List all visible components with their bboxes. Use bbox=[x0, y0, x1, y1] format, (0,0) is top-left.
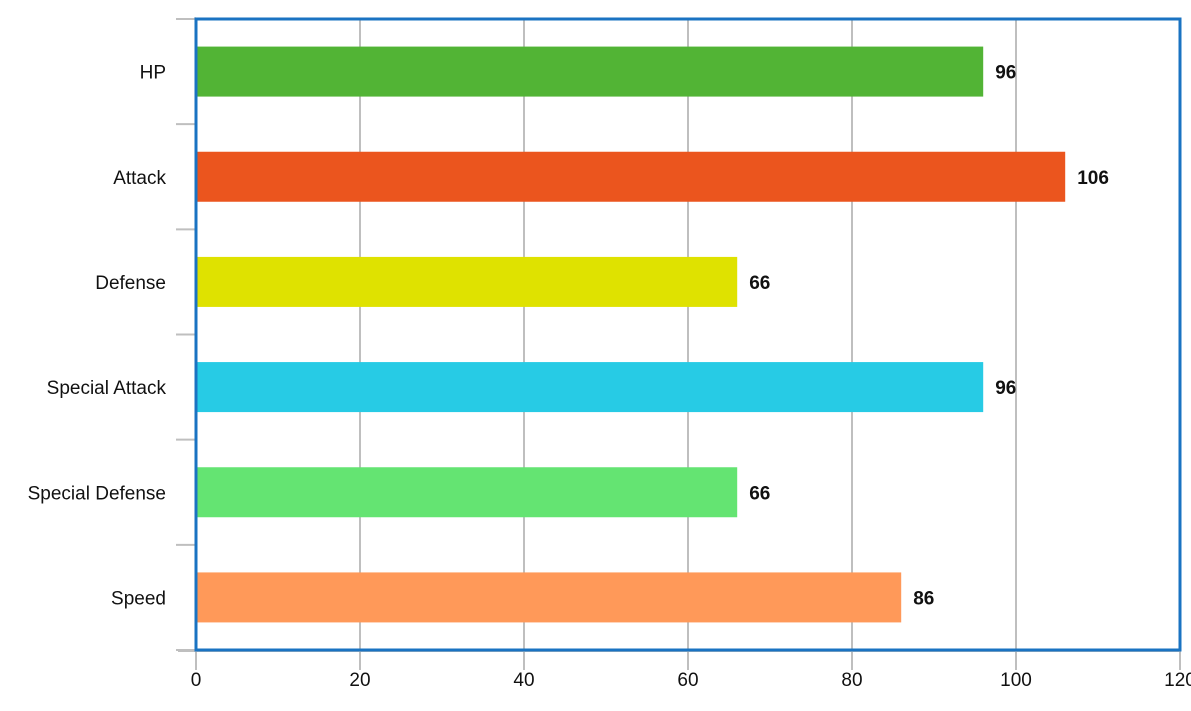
grid-lines bbox=[359, 19, 1017, 650]
plot-frame bbox=[194, 17, 1182, 652]
x-tick-labels: 0 20 40 60 80 100 120 bbox=[191, 670, 1191, 691]
x-tick-label: 60 bbox=[677, 670, 698, 691]
data-labels: 96 106 66 96 66 86 bbox=[749, 63, 1109, 610]
data-label: 86 bbox=[913, 588, 934, 609]
data-label: 106 bbox=[1077, 168, 1109, 189]
bars bbox=[196, 46, 1066, 623]
bar-speed bbox=[196, 572, 902, 623]
category-labels: HP Attack Defense Special Attack Special Def… bbox=[28, 63, 167, 610]
category-label: HP bbox=[140, 63, 166, 84]
category-label: Attack bbox=[113, 168, 166, 189]
category-label: Defense bbox=[95, 273, 166, 294]
x-tick-label: 0 bbox=[191, 670, 202, 691]
data-label: 96 bbox=[995, 63, 1016, 84]
x-tick-label: 120 bbox=[1164, 670, 1191, 691]
category-label: Special Defense bbox=[28, 483, 166, 504]
axis-ticks bbox=[176, 17, 1181, 670]
bar-special-defense bbox=[196, 467, 738, 518]
bar-hp bbox=[196, 46, 984, 97]
category-label: Speed bbox=[111, 588, 166, 609]
bar-attack bbox=[196, 151, 1066, 202]
data-label: 66 bbox=[749, 483, 770, 504]
x-tick-label: 40 bbox=[513, 670, 534, 691]
category-label: Special Attack bbox=[47, 378, 167, 399]
x-tick-label: 20 bbox=[349, 670, 370, 691]
x-tick-label: 80 bbox=[841, 670, 862, 691]
data-label: 66 bbox=[749, 273, 770, 294]
data-label: 96 bbox=[995, 378, 1016, 399]
x-tick-label: 100 bbox=[1000, 670, 1032, 691]
bar-defense bbox=[196, 256, 738, 307]
bar-special-attack bbox=[196, 362, 984, 413]
